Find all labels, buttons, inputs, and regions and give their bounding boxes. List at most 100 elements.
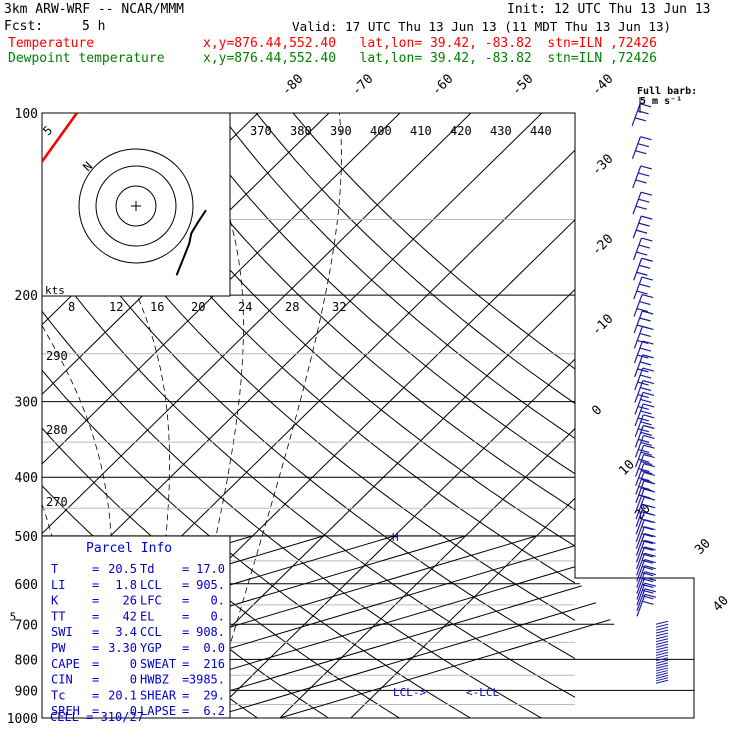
wind-barb-icon [655, 643, 669, 648]
hodograph-ring [95, 165, 177, 247]
dewpoint-location: x,y=876.44,552.40 lat,lon= 39.42, -83.82… [203, 51, 657, 66]
index-equals: = [182, 625, 189, 639]
wind-barb-icon [635, 463, 655, 486]
theta-label: 270 [46, 495, 68, 509]
hodo-speed-label: 24 [238, 300, 252, 314]
theta-label: 280 [46, 423, 68, 437]
index-value: 26 [123, 594, 137, 608]
index-value: 20.5 [108, 562, 137, 576]
wind-barb-icon [655, 649, 669, 654]
index-equals: = [182, 641, 189, 655]
pressure-label: 1000 [7, 712, 38, 727]
hodograph-ring [78, 148, 194, 264]
index-name: LFC [140, 594, 162, 608]
pressure-label: 200 [15, 289, 38, 304]
index-name: EL [140, 609, 154, 623]
isotherm-label: 30 [692, 536, 714, 558]
wind-barb-icon [636, 593, 657, 617]
pressure-label: 500 [15, 530, 38, 545]
mixing-ratio-label: 5 [10, 610, 17, 623]
isotherm-line [137, 288, 575, 718]
index-value: 42 [123, 609, 137, 623]
wind-barb-icon [655, 679, 669, 684]
index-equals: = [182, 657, 189, 671]
wind-barb-icon [655, 664, 669, 669]
index-equals: = [92, 673, 99, 687]
wind-barb-icon [655, 662, 669, 667]
index-value: 1.8 [115, 578, 137, 592]
index-name: SWEAT [140, 657, 176, 671]
index-equals: = [92, 578, 99, 592]
isotherm-label: -70 [349, 72, 376, 99]
wind-barb-icon [634, 444, 655, 468]
theta-label: 420 [450, 124, 472, 138]
valid-time: Valid: 17 UTC Thu 13 Jun 13 (11 MDT Thu … [292, 19, 672, 34]
wind-barb-icon [634, 391, 655, 415]
pressure-label: 300 [15, 396, 38, 411]
wind-barb-icon [655, 667, 669, 672]
wind-barb-icon [632, 215, 653, 239]
isotherm-label: 40 [710, 593, 732, 615]
wind-barb-icon [634, 424, 655, 448]
index-name: LCL [140, 578, 162, 592]
wind-barb-icon [634, 367, 654, 391]
theta-label: 290 [46, 349, 68, 363]
theta-label: 430 [490, 124, 512, 138]
wind-barb-icon [655, 632, 669, 637]
index-name: Tc [51, 688, 65, 702]
isotherm-label: -10 [589, 312, 616, 339]
index-equals: = [92, 704, 99, 718]
wind-barb-icon [655, 651, 669, 656]
index-name: SHEAR [140, 688, 177, 702]
wind-barb-icon [635, 519, 656, 542]
wind-barb-icon [632, 165, 652, 189]
wind-barb-icon [634, 414, 655, 438]
low-grid-line [42, 536, 537, 718]
wind-barb-icon [655, 626, 669, 631]
pressure-label: 600 [15, 578, 38, 593]
hodo-speed-label: 32 [332, 300, 346, 314]
pressure-label: 700 [15, 618, 38, 633]
wind-barb-icon [633, 257, 653, 281]
wind-barb-icon [631, 136, 652, 159]
hodo-speed-label: 12 [109, 300, 123, 314]
isotherm-line [279, 427, 575, 718]
isotherm-label: 0 [589, 403, 605, 419]
index-equals: = [92, 609, 99, 623]
wind-barb-icon [633, 276, 654, 300]
init-time: Init: 12 UTC Thu 13 Jun 13 [507, 2, 711, 17]
index-value: 29. [203, 688, 225, 702]
index-equals: = [182, 578, 189, 592]
wind-barb-icon [633, 310, 654, 334]
wind-barb-icon [633, 325, 654, 349]
wind-barb-icon [655, 629, 669, 634]
index-name: T [51, 562, 58, 576]
index-name: SWI [51, 625, 73, 639]
parcel-info-panel [41, 535, 231, 719]
index-equals: = [182, 673, 189, 687]
temperature-legend: Temperature [8, 36, 95, 51]
pressure-label: 400 [15, 471, 38, 486]
low-grid-line [208, 536, 694, 718]
index-equals: = [92, 688, 99, 702]
index-value: 3985. [189, 673, 225, 687]
index-equals: = [92, 625, 99, 639]
index-equals: = [182, 594, 189, 608]
theta-label: 440 [530, 124, 552, 138]
hodo-speed-label: 28 [285, 300, 299, 314]
isotherm-line [350, 497, 575, 718]
hodograph-trace [175, 209, 207, 276]
wind-barb-icon [655, 657, 669, 662]
theta-label: 380 [290, 124, 312, 138]
wind-barb-icon [633, 293, 654, 317]
wind-barb-icon [655, 677, 669, 682]
forecast-label: Fcst: [4, 19, 44, 34]
index-name: CIN [51, 673, 73, 687]
index-name: LAPSE [140, 704, 176, 718]
wind-barb-icon [631, 103, 652, 127]
wind-barb-icon [634, 403, 655, 427]
dewpoint-legend: Dewpoint temperature [8, 51, 165, 66]
index-value: 0. [211, 609, 225, 623]
wind-barb-icon [655, 646, 669, 651]
isotherm-label: -50 [509, 72, 536, 99]
